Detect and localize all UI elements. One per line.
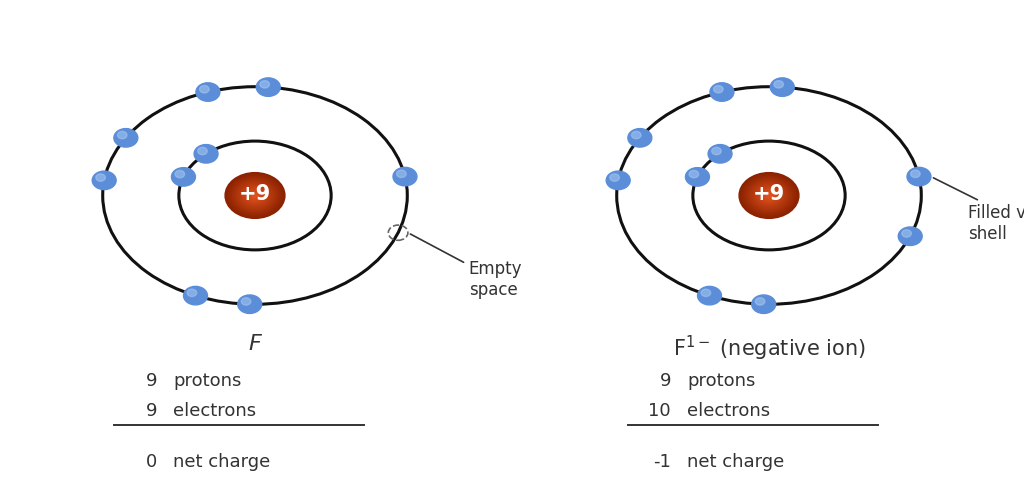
Ellipse shape — [248, 190, 262, 201]
Text: net charge: net charge — [173, 453, 270, 471]
Ellipse shape — [238, 182, 272, 209]
Ellipse shape — [256, 78, 281, 97]
Text: 10: 10 — [648, 402, 671, 420]
Ellipse shape — [96, 174, 105, 181]
Ellipse shape — [240, 184, 270, 207]
Ellipse shape — [175, 171, 184, 178]
Ellipse shape — [187, 289, 197, 296]
Ellipse shape — [910, 170, 921, 177]
Text: electrons: electrons — [173, 402, 257, 420]
Ellipse shape — [238, 295, 262, 314]
Ellipse shape — [898, 227, 923, 246]
Ellipse shape — [242, 298, 251, 305]
Text: net charge: net charge — [687, 453, 784, 471]
Ellipse shape — [774, 81, 783, 88]
Ellipse shape — [741, 174, 797, 217]
Ellipse shape — [236, 180, 275, 211]
Text: protons: protons — [173, 372, 242, 390]
Ellipse shape — [767, 194, 771, 197]
Ellipse shape — [770, 78, 795, 97]
Text: -1: -1 — [653, 453, 671, 471]
Text: F$^{1-}$ (negative ion): F$^{1-}$ (negative ion) — [673, 334, 865, 363]
Text: Filled valence
shell: Filled valence shell — [934, 178, 1024, 243]
Ellipse shape — [230, 176, 280, 215]
Ellipse shape — [764, 192, 774, 199]
Ellipse shape — [232, 178, 278, 213]
Ellipse shape — [196, 83, 220, 101]
Ellipse shape — [118, 131, 127, 139]
Ellipse shape — [902, 230, 911, 237]
Text: +9: +9 — [753, 185, 785, 205]
Ellipse shape — [183, 286, 208, 305]
Ellipse shape — [685, 168, 710, 186]
Ellipse shape — [243, 186, 267, 205]
Ellipse shape — [762, 190, 776, 201]
Ellipse shape — [749, 180, 788, 211]
Ellipse shape — [689, 171, 698, 178]
Ellipse shape — [606, 171, 630, 190]
Ellipse shape — [756, 298, 765, 305]
Text: +9: +9 — [239, 185, 271, 205]
Text: 0: 0 — [145, 453, 157, 471]
Ellipse shape — [610, 174, 620, 181]
Ellipse shape — [907, 167, 931, 186]
Ellipse shape — [92, 171, 116, 190]
Ellipse shape — [712, 147, 721, 155]
Text: 9: 9 — [659, 372, 671, 390]
Ellipse shape — [714, 86, 723, 93]
Ellipse shape — [245, 188, 265, 203]
Ellipse shape — [396, 170, 407, 177]
Text: F: F — [249, 334, 261, 354]
Text: 9: 9 — [145, 372, 157, 390]
Ellipse shape — [697, 286, 722, 305]
Ellipse shape — [225, 173, 285, 218]
Ellipse shape — [752, 182, 786, 209]
Text: electrons: electrons — [687, 402, 770, 420]
Ellipse shape — [744, 176, 794, 215]
Ellipse shape — [114, 129, 138, 147]
Ellipse shape — [393, 167, 417, 186]
Ellipse shape — [250, 192, 260, 199]
Ellipse shape — [746, 178, 792, 213]
Ellipse shape — [710, 83, 734, 101]
Ellipse shape — [198, 147, 207, 155]
Ellipse shape — [253, 194, 257, 197]
Ellipse shape — [200, 86, 209, 93]
Ellipse shape — [260, 81, 269, 88]
Ellipse shape — [195, 144, 218, 163]
Ellipse shape — [739, 173, 799, 218]
Ellipse shape — [754, 184, 784, 207]
Text: Empty
space: Empty space — [411, 234, 522, 299]
Ellipse shape — [701, 289, 711, 296]
Ellipse shape — [227, 174, 283, 217]
Ellipse shape — [171, 168, 196, 186]
Ellipse shape — [708, 144, 732, 163]
Ellipse shape — [759, 188, 779, 203]
Ellipse shape — [628, 129, 652, 147]
Ellipse shape — [757, 186, 781, 205]
Ellipse shape — [632, 131, 641, 139]
Ellipse shape — [752, 295, 775, 314]
Text: protons: protons — [687, 372, 756, 390]
Text: 9: 9 — [145, 402, 157, 420]
